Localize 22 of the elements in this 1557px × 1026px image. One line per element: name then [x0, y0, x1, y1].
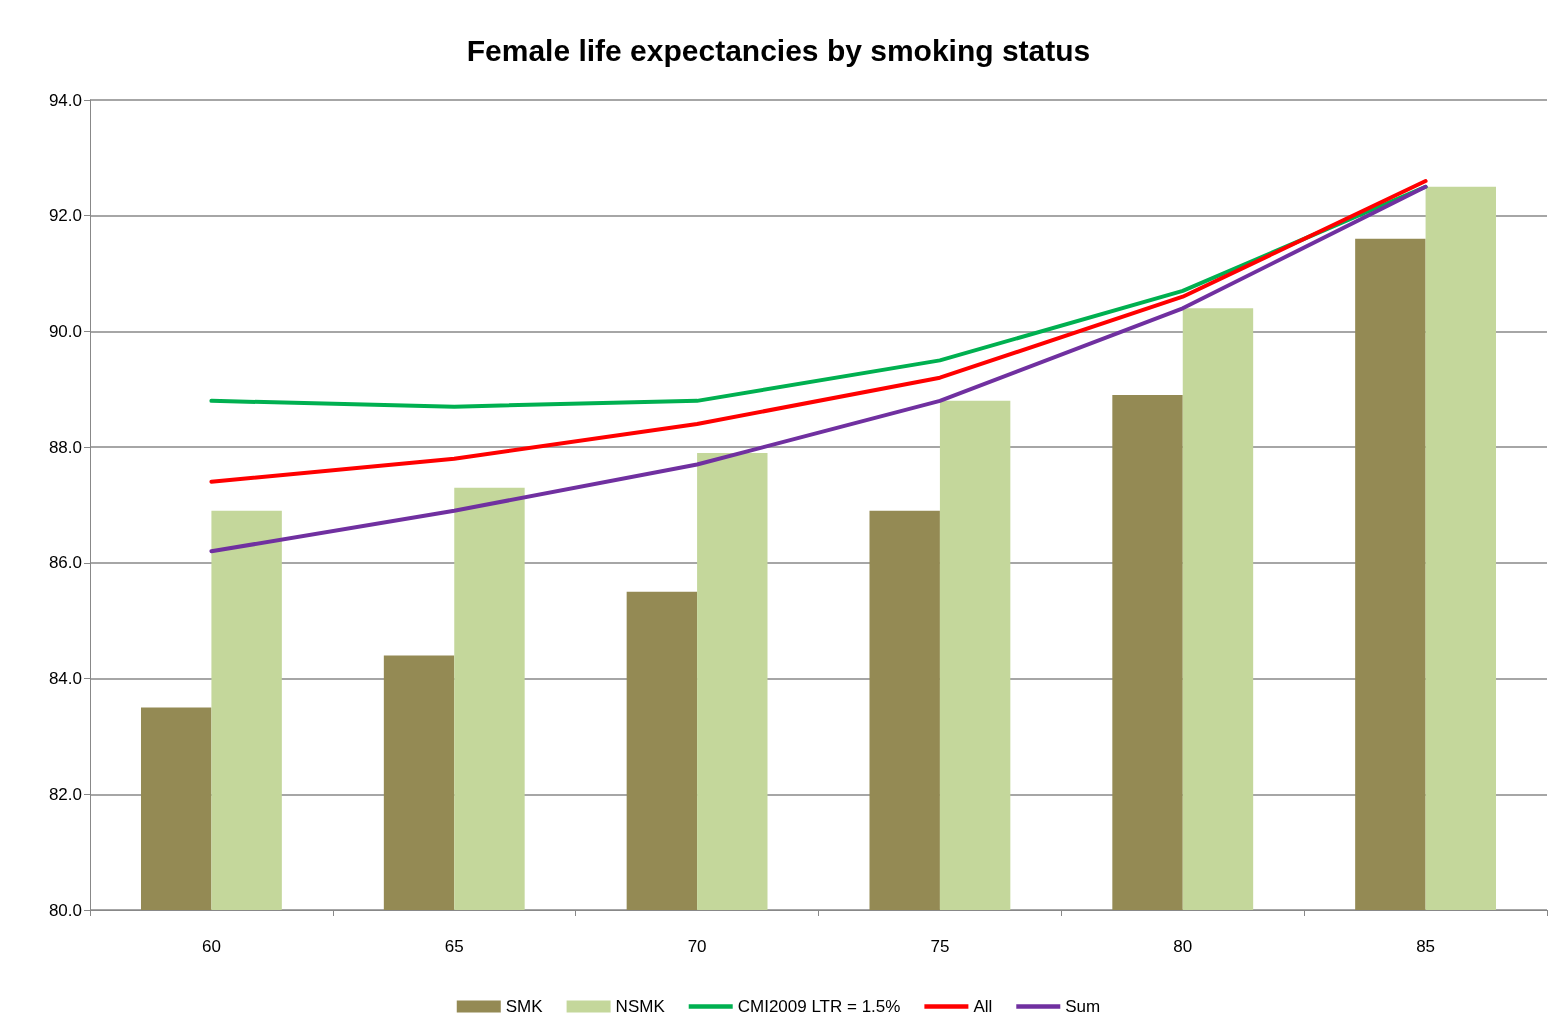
x-tick-label: 70 [687, 937, 707, 956]
y-tick-label: 82.0 [48, 784, 82, 804]
y-tick-label: 90.0 [48, 321, 82, 341]
legend-label: NSMK [615, 997, 666, 1016]
x-tick-label: 60 [201, 937, 221, 956]
y-tick-label: 84.0 [48, 669, 82, 689]
chart-title: Female life expectancies by smoking status [466, 33, 1091, 67]
y-tick-label: 80.0 [48, 900, 82, 920]
x-tick-label: 75 [930, 937, 950, 956]
legend-label: SMK [505, 997, 544, 1016]
x-tick-label: 80 [1173, 937, 1193, 956]
y-tick-label: 86.0 [48, 553, 82, 573]
y-tick-label: 94.0 [48, 90, 82, 110]
line-series [209, 184, 1428, 554]
x-tick-label: 85 [1416, 937, 1436, 956]
legend-label: Sum [1065, 997, 1101, 1016]
legend-label: CMI2009 LTR = 1.5% [737, 997, 901, 1016]
y-tick-label: 88.0 [48, 437, 82, 457]
x-tick-label: 65 [444, 937, 464, 956]
y-tick-label: 92.0 [48, 206, 82, 226]
legend-label: All [973, 997, 993, 1016]
line-series [209, 179, 1428, 484]
